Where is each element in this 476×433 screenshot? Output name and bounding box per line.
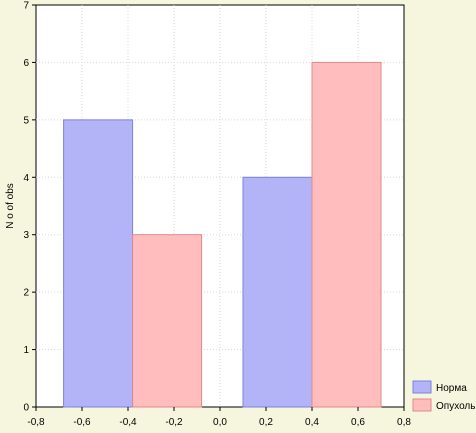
x-tick-label: -0,6 — [73, 417, 91, 428]
y-tick-label: 3 — [23, 230, 29, 241]
x-tick-label: -0,8 — [27, 417, 45, 428]
y-tick-label: 6 — [23, 58, 29, 69]
x-axis: -0,8 -0,6 -0,4 -0,2 0,0 0,2 0,4 0,6 0,8 — [27, 407, 411, 428]
x-tick-label: 0,6 — [351, 417, 365, 428]
x-tick-label: 0,4 — [305, 417, 319, 428]
x-tick-label: 0,0 — [213, 417, 227, 428]
x-tick-label: 0,8 — [397, 417, 411, 428]
bar — [311, 61, 382, 408]
bar — [242, 176, 313, 408]
x-tick-label: -0,2 — [165, 417, 183, 428]
y-tick-label: 0 — [23, 403, 29, 414]
bars-group — [63, 61, 382, 408]
y-tick-label: 5 — [23, 115, 29, 126]
y-tick-label: 2 — [23, 288, 29, 299]
legend-label: Норма — [436, 383, 467, 394]
y-tick-label: 7 — [23, 1, 29, 12]
legend-swatch — [412, 380, 432, 394]
bar — [63, 119, 134, 408]
y-tick-label: 1 — [23, 345, 29, 356]
y-axis-title: N o of obs — [5, 183, 16, 229]
x-tick-label: 0,2 — [259, 417, 273, 428]
y-tick-label: 4 — [23, 173, 29, 184]
bar — [132, 234, 203, 408]
y-axis: 0 1 2 3 4 5 6 7 — [23, 1, 36, 414]
x-tick-label: -0,4 — [119, 417, 137, 428]
legend-label: Опухоль — [436, 401, 475, 412]
legend: Норма Опухоль — [412, 380, 475, 412]
legend-swatch — [412, 398, 432, 412]
